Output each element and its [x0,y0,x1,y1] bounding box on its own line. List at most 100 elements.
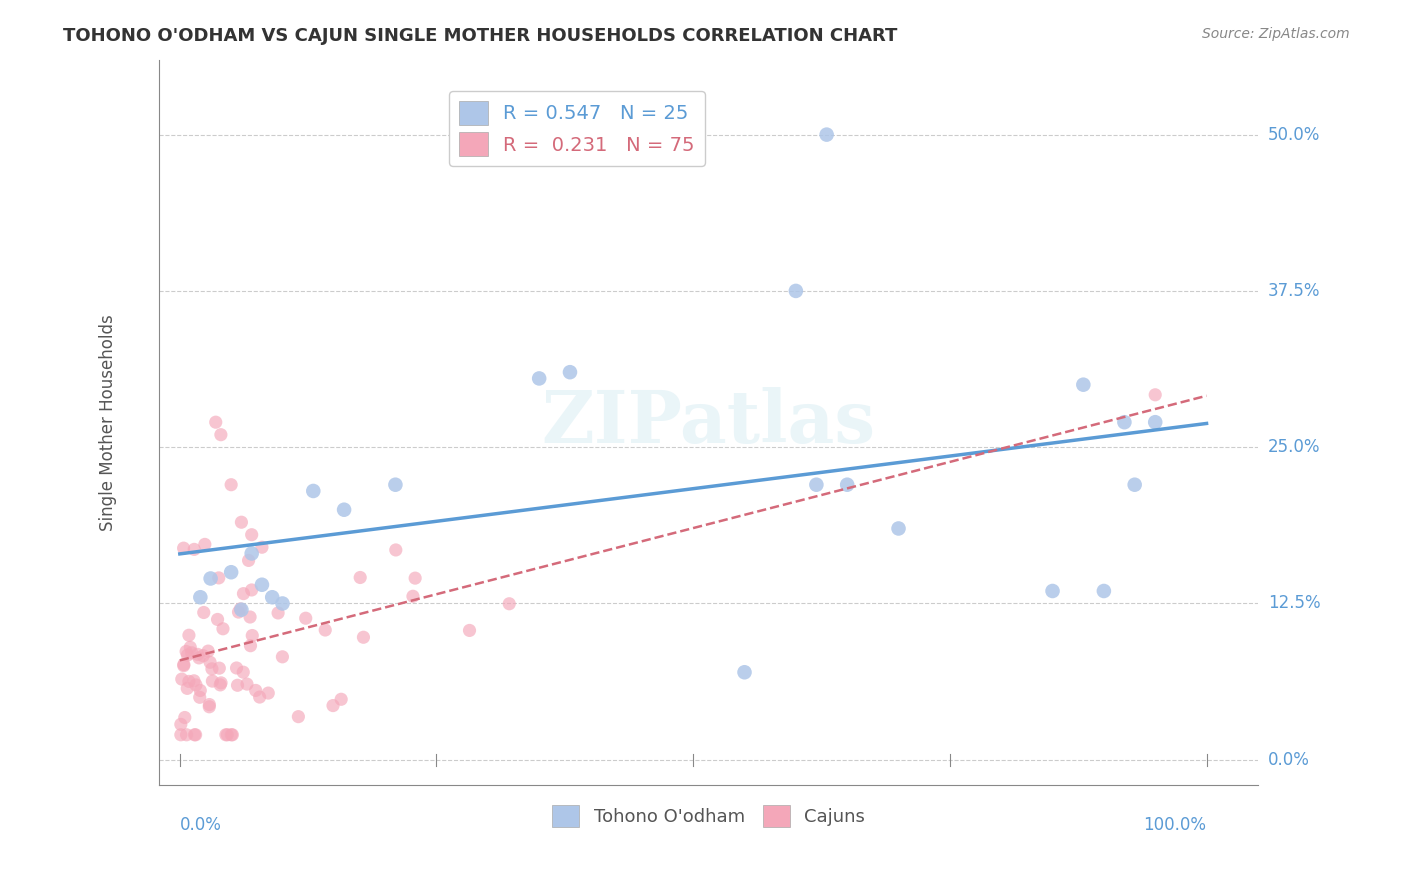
Point [262,591,284,605]
Text: 0.0%: 0.0% [180,816,222,834]
Point [174,644,197,658]
Point [404,571,426,585]
Point [322,698,344,713]
Point [173,657,195,672]
Point [188,690,211,705]
Point [385,543,408,558]
Point [498,597,520,611]
Point [198,699,221,714]
Text: 0.0%: 0.0% [1268,751,1310,769]
Point [1042,584,1064,599]
Point [170,672,193,686]
Point [209,676,232,690]
Text: 50.0%: 50.0% [1268,126,1320,144]
Point [201,674,224,689]
Point [458,624,481,638]
Point [226,678,249,692]
Point [271,649,294,664]
Point [173,541,195,556]
Point [527,371,550,385]
Point [245,683,267,698]
Point [806,477,828,491]
Point [330,692,353,706]
Point [188,683,211,698]
Text: 25.0%: 25.0% [1268,438,1320,456]
Point [240,628,263,642]
Point [1123,477,1146,491]
Point [232,665,254,680]
Point [170,717,193,731]
Point [231,515,253,529]
Point [228,605,250,619]
Point [193,648,215,663]
Point [257,686,280,700]
Text: TOHONO O'ODHAM VS CAJUN SINGLE MOTHER HOUSEHOLDS CORRELATION CHART: TOHONO O'ODHAM VS CAJUN SINGLE MOTHER HO… [63,27,897,45]
Point [240,546,263,560]
Point [384,477,406,491]
Point [232,586,254,600]
Point [219,566,242,580]
Point [558,365,581,379]
Point [209,678,232,692]
Point [215,728,238,742]
Point [240,527,263,541]
Text: ZIPatlas: ZIPatlas [541,387,876,458]
Point [271,597,294,611]
Point [221,728,243,742]
Point [887,521,910,535]
Point [201,662,224,676]
Point [221,728,243,742]
Point [204,415,226,429]
Point [208,661,231,675]
Point [184,678,207,692]
Point [1073,377,1095,392]
Point [207,612,229,626]
Legend: Tohono O'odham, Cajuns: Tohono O'odham, Cajuns [544,797,872,834]
Point [294,611,316,625]
Point [267,606,290,620]
Point [1144,415,1167,429]
Text: Single Mother Households: Single Mother Households [98,314,117,531]
Point [198,655,221,669]
Point [236,677,259,691]
Point [239,610,262,624]
Point [250,578,273,592]
Point [208,571,231,585]
Point [177,628,200,642]
Point [225,661,247,675]
Point [187,648,209,662]
Point [209,427,232,442]
Point [180,646,202,660]
Point [193,606,215,620]
Point [200,572,222,586]
Point [184,728,207,742]
Point [229,602,252,616]
Point [183,673,205,688]
Point [219,477,242,491]
Point [1092,584,1115,599]
Point [314,623,336,637]
Point [785,284,807,298]
Point [198,698,221,712]
Text: 37.5%: 37.5% [1268,282,1320,300]
Point [173,710,195,724]
Text: Source: ZipAtlas.com: Source: ZipAtlas.com [1202,27,1350,41]
Point [1144,388,1167,402]
Point [188,651,211,665]
Point [197,644,219,658]
Point [734,665,756,680]
Point [302,483,325,498]
Point [352,630,374,644]
Point [177,674,200,689]
Point [238,553,260,567]
Point [231,603,253,617]
Point [349,570,371,584]
Point [217,728,239,742]
Point [287,709,309,723]
Point [188,591,211,605]
Point [250,540,273,554]
Point [249,690,271,704]
Point [170,728,193,742]
Point [402,589,425,603]
Point [1114,415,1136,429]
